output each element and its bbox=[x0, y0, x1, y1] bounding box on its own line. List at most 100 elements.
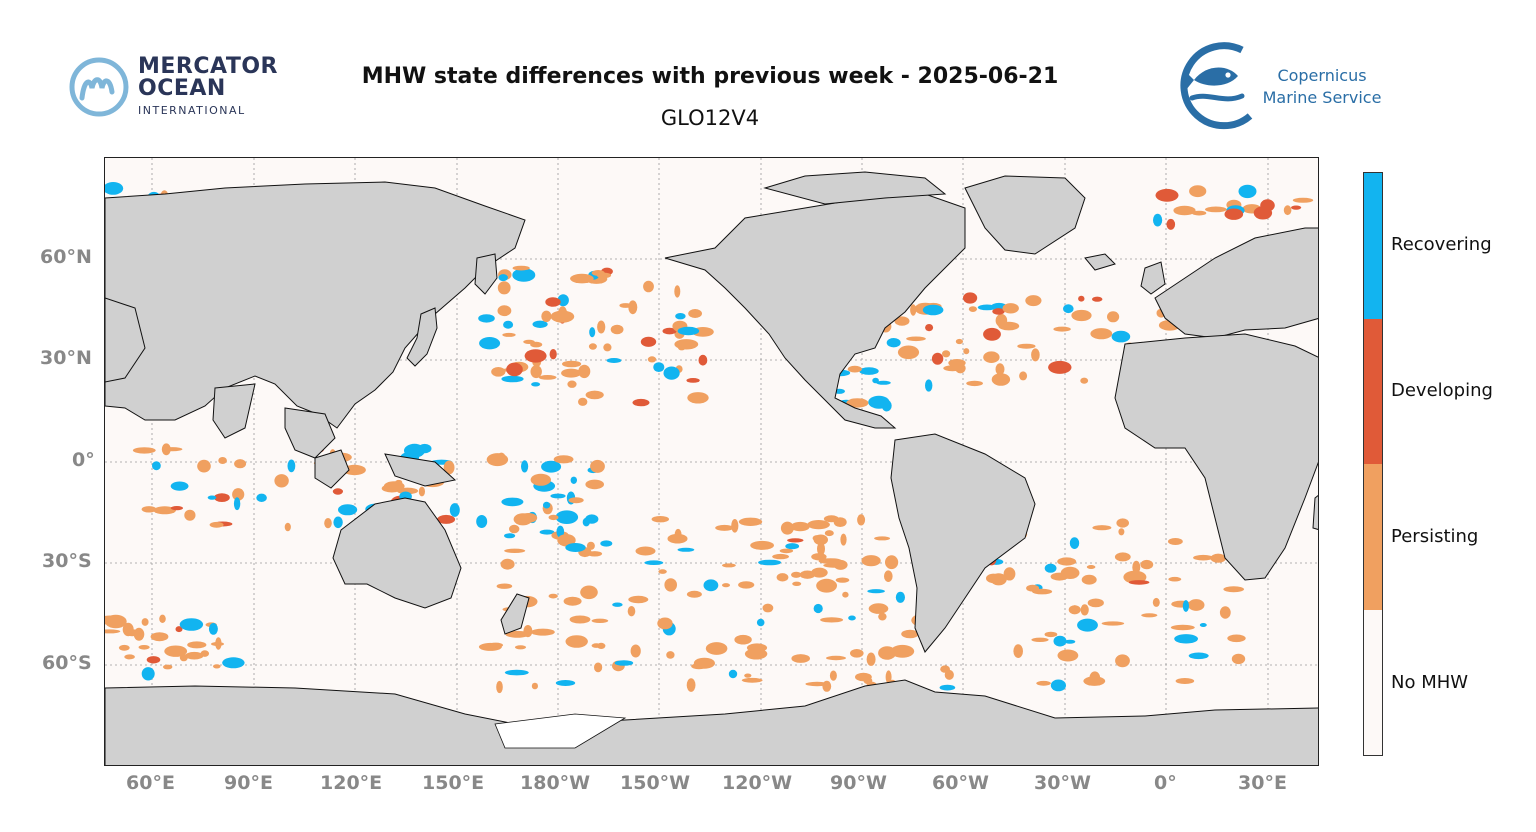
mhw-patch bbox=[1292, 197, 1314, 203]
mhw-patch bbox=[756, 618, 765, 627]
mhw-patch bbox=[612, 602, 623, 607]
mhw-patch bbox=[703, 579, 719, 592]
lon-tick-60e: 60°E bbox=[126, 772, 175, 794]
lon-tick-90w: 90°W bbox=[830, 772, 887, 794]
mhw-patch bbox=[161, 443, 171, 456]
mhw-patch bbox=[835, 577, 850, 583]
legend-swatch-recovering bbox=[1364, 173, 1382, 319]
mhw-patch bbox=[567, 380, 577, 388]
lat-tick-60s: 60°S bbox=[42, 652, 92, 674]
lon-tick-30e: 30°E bbox=[1238, 772, 1287, 794]
mhw-patch bbox=[532, 320, 548, 328]
mhw-patch bbox=[1057, 649, 1079, 662]
mhw-patch bbox=[570, 476, 577, 484]
mhw-patch bbox=[884, 570, 893, 582]
mhw-patch bbox=[509, 524, 520, 534]
mhw-patch bbox=[610, 324, 624, 335]
mhw-patch bbox=[437, 514, 456, 524]
mhw-patch bbox=[878, 646, 897, 660]
mhw-patch bbox=[1116, 518, 1129, 528]
mhw-patch bbox=[1188, 652, 1209, 660]
mhw-patch bbox=[496, 680, 503, 694]
europe-landmass bbox=[1154, 227, 1318, 339]
mhw-patch bbox=[588, 343, 597, 350]
mhw-patch bbox=[153, 506, 176, 515]
mhw-patch bbox=[885, 555, 899, 570]
new-guinea-island bbox=[384, 453, 457, 487]
mhw-patch bbox=[501, 375, 524, 383]
mhw-patch bbox=[833, 517, 847, 527]
mhw-patch bbox=[501, 497, 524, 507]
mhw-patch bbox=[443, 460, 455, 475]
kamchatka-peninsula bbox=[474, 253, 498, 295]
mhw-patch bbox=[1199, 623, 1207, 627]
mhw-patch bbox=[662, 327, 677, 335]
legend-label-no-mhw: No MHW bbox=[1391, 672, 1469, 693]
mhw-patch bbox=[1071, 309, 1092, 322]
mhw-patch bbox=[780, 521, 794, 535]
mhw-patch bbox=[1025, 295, 1042, 307]
mhw-patch bbox=[1078, 295, 1085, 302]
mhw-patch bbox=[630, 644, 641, 658]
mhw-patch bbox=[132, 447, 156, 454]
mhw-patch bbox=[619, 303, 632, 308]
mhw-patch bbox=[744, 673, 752, 678]
mhw-patch bbox=[686, 378, 700, 383]
asia-landmass bbox=[105, 181, 526, 429]
lon-tick-180w: 180°W bbox=[520, 772, 591, 794]
mhw-patch bbox=[792, 581, 802, 586]
mhw-patch bbox=[705, 642, 728, 655]
mhw-patch bbox=[826, 655, 846, 661]
mhw-patch bbox=[197, 459, 211, 473]
mhw-patch bbox=[866, 652, 876, 666]
mhw-patch bbox=[105, 614, 127, 629]
mhw-patch bbox=[790, 521, 810, 532]
mhw-patch bbox=[910, 304, 917, 316]
mhw-patch bbox=[791, 654, 810, 663]
mhw-patch bbox=[1092, 525, 1112, 531]
mhw-patch bbox=[589, 327, 596, 338]
mhw-patch bbox=[500, 558, 515, 570]
mhw-patch bbox=[651, 516, 669, 523]
mhw-patch bbox=[824, 530, 834, 537]
mhw-patch bbox=[233, 497, 241, 511]
mhw-patch bbox=[983, 327, 1001, 341]
mhw-patch bbox=[538, 375, 557, 380]
mhw-patch bbox=[580, 585, 598, 600]
mhw-patch bbox=[543, 501, 551, 509]
mhw-patch bbox=[664, 578, 677, 592]
mhw-patch bbox=[1173, 205, 1196, 216]
mhw-patch bbox=[476, 515, 488, 528]
mhw-patch bbox=[597, 320, 606, 334]
mhw-patch bbox=[878, 612, 887, 621]
mhw-patch bbox=[211, 642, 224, 646]
mhw-patch bbox=[1224, 208, 1244, 220]
mhw-patch bbox=[122, 622, 134, 637]
mhw-patch bbox=[1090, 328, 1113, 340]
mhw-patch bbox=[531, 382, 541, 387]
mercator-brand-line3: INTERNATIONAL bbox=[138, 104, 246, 117]
mhw-patch bbox=[1140, 559, 1154, 570]
mhw-patch bbox=[287, 459, 296, 473]
mhw-patch bbox=[632, 398, 650, 407]
map-title: MHW state differences with previous week… bbox=[361, 64, 1059, 89]
mhw-patch bbox=[1031, 348, 1040, 362]
mhw-patch bbox=[859, 367, 879, 375]
lon-tick-120w: 120°W bbox=[722, 772, 793, 794]
mhw-patch bbox=[1191, 210, 1207, 216]
mhw-patch bbox=[840, 533, 847, 546]
mhw-patch bbox=[1170, 624, 1195, 631]
mhw-patch bbox=[805, 681, 829, 687]
mhw-patch bbox=[992, 308, 1005, 315]
mhw-patch bbox=[519, 513, 538, 523]
legend-label-developing: Developing bbox=[1391, 380, 1493, 401]
mhw-patch bbox=[1092, 296, 1103, 302]
mhw-patch bbox=[606, 358, 622, 363]
legend-colorbar bbox=[1363, 172, 1383, 756]
mhw-patch bbox=[1053, 326, 1071, 332]
mhw-patch bbox=[688, 309, 702, 318]
mhw-patch bbox=[897, 345, 920, 360]
mhw-patch bbox=[666, 651, 675, 659]
mhw-patch bbox=[141, 506, 157, 513]
mhw-patch bbox=[995, 313, 1008, 328]
